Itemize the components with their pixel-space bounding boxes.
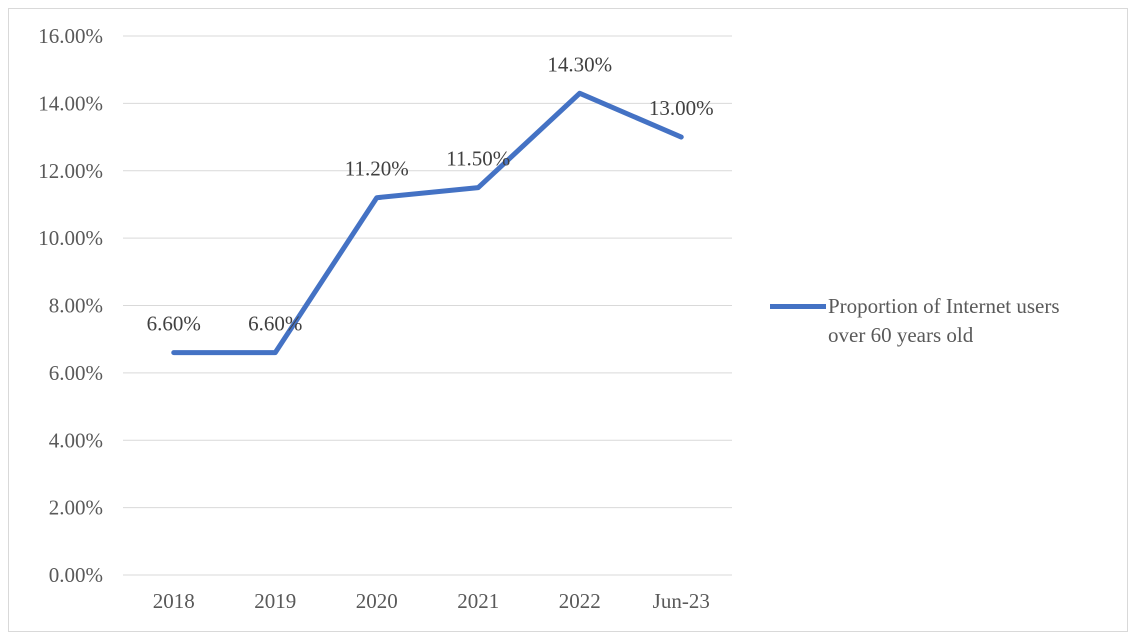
y-tick-label: 0.00% xyxy=(49,563,103,587)
x-tick-label: Jun-23 xyxy=(653,589,710,613)
y-tick-label: 2.00% xyxy=(49,496,103,520)
data-label: 6.60% xyxy=(147,312,201,336)
x-tick-label: 2018 xyxy=(153,589,195,613)
y-tick-label: 6.00% xyxy=(49,361,103,385)
y-tick-label: 16.00% xyxy=(38,24,103,48)
gridlines xyxy=(123,35,732,576)
series-line xyxy=(171,90,684,356)
y-tick-label: 14.00% xyxy=(38,91,103,115)
y-axis-ticks: 0.00% 2.00% 4.00% 6.00% 8.00% 10.00% 12.00% 14.… xyxy=(38,24,103,587)
x-tick-label: 2022 xyxy=(559,589,601,613)
chart-frame xyxy=(8,8,1128,632)
data-label: 13.00% xyxy=(649,96,714,120)
y-tick-label: 12.00% xyxy=(38,159,103,183)
data-label: 14.30% xyxy=(547,52,612,76)
data-labels: 6.60% 6.60% 11.20% 11.50% 14.30% 13.00% xyxy=(147,52,714,335)
x-tick-label: 2021 xyxy=(457,589,499,613)
legend: Proportion of Internet users over 60 yea… xyxy=(770,292,1110,350)
data-label: 11.50% xyxy=(446,147,510,171)
data-label: 11.20% xyxy=(345,157,409,181)
legend-swatch xyxy=(770,304,826,309)
legend-label: Proportion of Internet users over 60 yea… xyxy=(828,294,1060,347)
y-tick-label: 4.00% xyxy=(49,428,103,452)
y-tick-label: 10.00% xyxy=(38,226,103,250)
x-tick-label: 2019 xyxy=(254,589,296,613)
y-tick-label: 8.00% xyxy=(49,294,103,318)
data-label: 6.60% xyxy=(248,312,302,336)
x-tick-label: 2020 xyxy=(356,589,398,613)
series-line-path xyxy=(171,90,684,356)
x-axis-ticks: 2018 2019 2020 2021 2022 Jun-23 xyxy=(153,589,710,613)
